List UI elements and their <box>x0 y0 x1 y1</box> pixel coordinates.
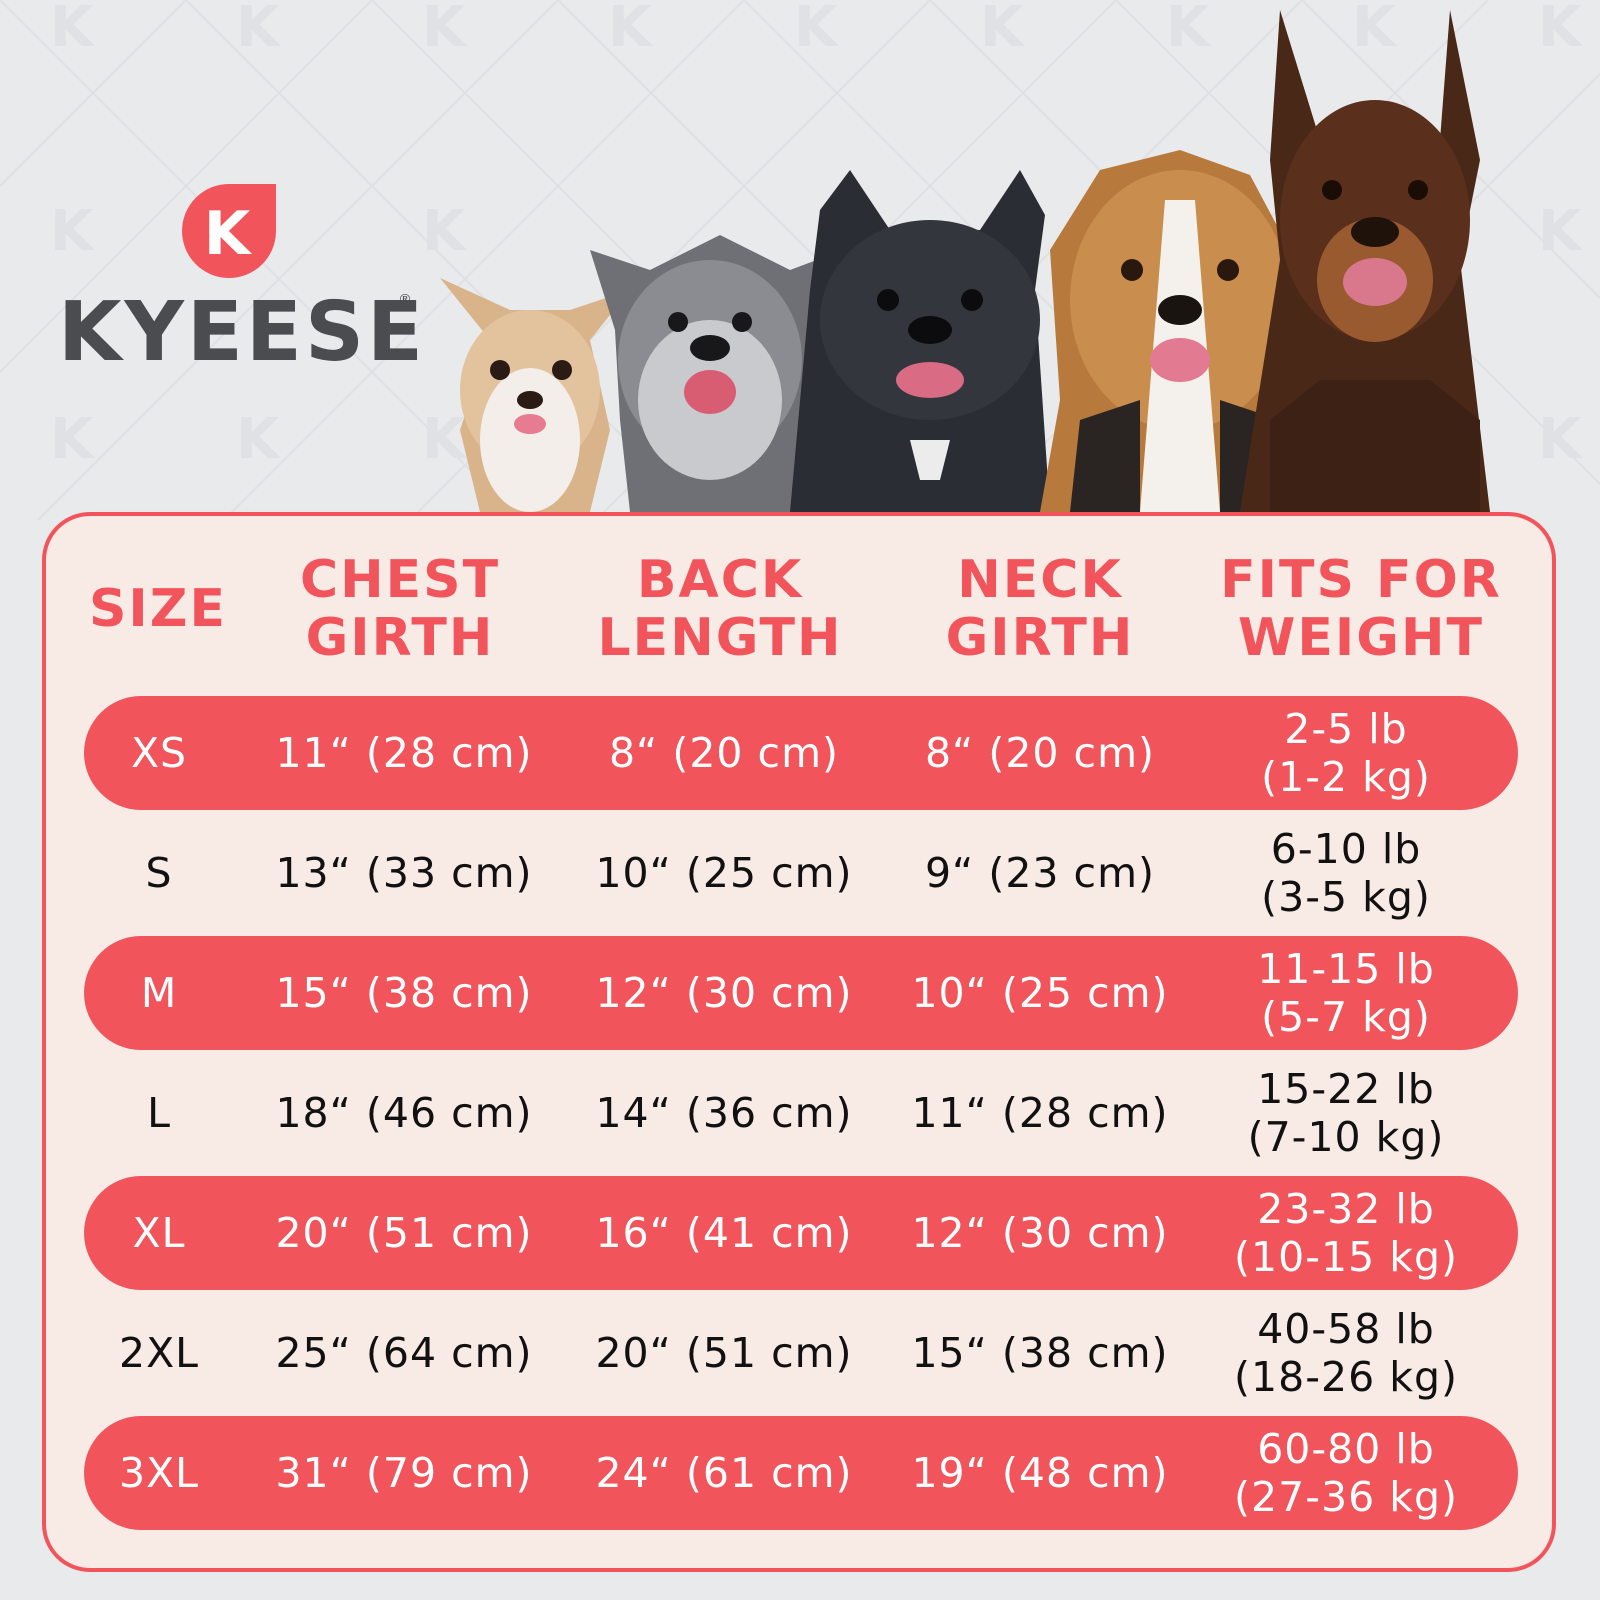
weight-lb: 23-32 lb <box>1257 1185 1435 1233</box>
cell-back: 20“ (51 cm) <box>595 1329 853 1377</box>
svg-text:K: K <box>980 0 1026 60</box>
cell-chest: 20“ (51 cm) <box>275 1209 533 1257</box>
cell-back: 8“ (20 cm) <box>608 729 840 777</box>
svg-text:K: K <box>422 407 468 472</box>
cell-size: L <box>147 1089 171 1137</box>
header-size-label: SIZE <box>88 579 228 639</box>
cell-back: 24“ (61 cm) <box>595 1449 853 1497</box>
cell-neck: 19“ (48 cm) <box>911 1449 1169 1497</box>
header-fits-for-weight: FITS FOR WEIGHT <box>1196 551 1526 667</box>
header-size: SIZE <box>72 580 244 638</box>
svg-text:K: K <box>422 0 468 60</box>
cell-neck: 10“ (25 cm) <box>911 969 1169 1017</box>
header-neck-line1: NECK <box>957 550 1123 610</box>
weight-lb: 15-22 lb <box>1257 1065 1435 1113</box>
svg-text:K: K <box>422 199 468 264</box>
cell-weight: 23-32 lb (10-15 kg) <box>1196 1176 1496 1290</box>
table-row: 2XL 25“ (64 cm) 20“ (51 cm) 15“ (38 cm) … <box>84 1296 1518 1410</box>
weight-lb: 6-10 lb <box>1270 825 1422 873</box>
cell-back: 12“ (30 cm) <box>595 969 853 1017</box>
cell-neck: 12“ (30 cm) <box>911 1209 1169 1257</box>
doberman-image <box>1240 10 1490 512</box>
brand-name: KYEESE <box>58 285 427 380</box>
cell-neck: 15“ (38 cm) <box>911 1329 1169 1377</box>
header-weight-line2: WEIGHT <box>1238 608 1484 668</box>
header-neck-line2: GIRTH <box>945 608 1135 668</box>
svg-text:K: K <box>50 199 96 264</box>
french-bulldog-image <box>790 170 1050 512</box>
header-back-line1: BACK <box>636 550 804 610</box>
cell-chest: 25“ (64 cm) <box>275 1329 533 1377</box>
cell-back: 10“ (25 cm) <box>595 849 853 897</box>
cell-weight: 40-58 lb (18-26 kg) <box>1196 1296 1496 1410</box>
svg-text:K: K <box>1352 0 1398 60</box>
weight-kg: (5-7 kg) <box>1261 993 1431 1041</box>
registered-mark: ® <box>398 292 412 308</box>
svg-text:K: K <box>1538 407 1584 472</box>
svg-text:K: K <box>50 0 96 60</box>
cell-chest: 15“ (38 cm) <box>275 969 533 1017</box>
weight-kg: (7-10 kg) <box>1247 1113 1445 1161</box>
weight-kg: (18-26 kg) <box>1234 1353 1458 1401</box>
cell-chest: 31“ (79 cm) <box>275 1449 533 1497</box>
table-row: M 15“ (38 cm) 12“ (30 cm) 10“ (25 cm) 11… <box>84 936 1518 1050</box>
cell-weight: 60-80 lb (27-36 kg) <box>1196 1416 1496 1530</box>
cell-chest: 13“ (33 cm) <box>275 849 533 897</box>
header-chest-line2: GIRTH <box>305 608 495 668</box>
svg-text:K: K <box>794 0 840 60</box>
header-weight-line1: FITS FOR <box>1220 550 1502 610</box>
dogs-photo <box>440 10 1490 512</box>
header-back-length: BACK LENGTH <box>560 551 880 667</box>
chihuahua-image <box>440 278 630 512</box>
cell-weight: 6-10 lb (3-5 kg) <box>1196 816 1496 930</box>
weight-lb: 11-15 lb <box>1257 945 1435 993</box>
table-row: S 13“ (33 cm) 10“ (25 cm) 9“ (23 cm) 6-1… <box>84 816 1518 930</box>
cell-size: XL <box>132 1209 186 1257</box>
header-chest-line1: CHEST <box>299 550 501 610</box>
table-row: XS 11“ (28 cm) 8“ (20 cm) 8“ (20 cm) 2-5… <box>84 696 1518 810</box>
cell-size: 3XL <box>118 1449 199 1497</box>
cell-weight: 11-15 lb (5-7 kg) <box>1196 936 1496 1050</box>
weight-kg: (1-2 kg) <box>1261 753 1431 801</box>
header-chest-girth: CHEST GIRTH <box>250 551 550 667</box>
svg-text:K: K <box>50 407 96 472</box>
cell-size: M <box>140 969 178 1017</box>
cell-back: 14“ (36 cm) <box>595 1089 853 1137</box>
svg-text:K: K <box>236 407 282 472</box>
table-row: L 18“ (46 cm) 14“ (36 cm) 11“ (28 cm) 15… <box>84 1056 1518 1170</box>
weight-lb: 60-80 lb <box>1257 1425 1435 1473</box>
cell-size: 2XL <box>118 1329 199 1377</box>
cell-size: XS <box>130 729 188 777</box>
logo-letter: K <box>204 199 253 269</box>
table-row: 3XL 31“ (79 cm) 24“ (61 cm) 19“ (48 cm) … <box>84 1416 1518 1530</box>
cell-neck: 9“ (23 cm) <box>924 849 1156 897</box>
weight-kg: (27-36 kg) <box>1234 1473 1458 1521</box>
svg-text:K: K <box>1538 199 1584 264</box>
cell-weight: 2-5 lb (1-2 kg) <box>1196 696 1496 810</box>
cell-back: 16“ (41 cm) <box>595 1209 853 1257</box>
cell-chest: 11“ (28 cm) <box>275 729 533 777</box>
svg-text:K: K <box>236 0 282 60</box>
svg-text:K: K <box>608 0 654 60</box>
schnauzer-image <box>590 235 830 512</box>
svg-text:K: K <box>1166 0 1212 60</box>
svg-text:K: K <box>1538 0 1584 60</box>
header-neck-girth: NECK GIRTH <box>890 551 1190 667</box>
cell-weight: 15-22 lb (7-10 kg) <box>1196 1056 1496 1170</box>
cell-neck: 11“ (28 cm) <box>911 1089 1169 1137</box>
header-back-line2: LENGTH <box>597 608 843 668</box>
weight-lb: 40-58 lb <box>1257 1305 1435 1353</box>
weight-kg: (3-5 kg) <box>1261 873 1431 921</box>
table-row: XL 20“ (51 cm) 16“ (41 cm) 12“ (30 cm) 2… <box>84 1176 1518 1290</box>
cell-size: S <box>145 849 173 897</box>
brand-logo-icon: K <box>182 184 276 278</box>
cell-chest: 18“ (46 cm) <box>275 1089 533 1137</box>
cell-neck: 8“ (20 cm) <box>924 729 1156 777</box>
weight-lb: 2-5 lb <box>1284 705 1408 753</box>
weight-kg: (10-15 kg) <box>1234 1233 1458 1281</box>
